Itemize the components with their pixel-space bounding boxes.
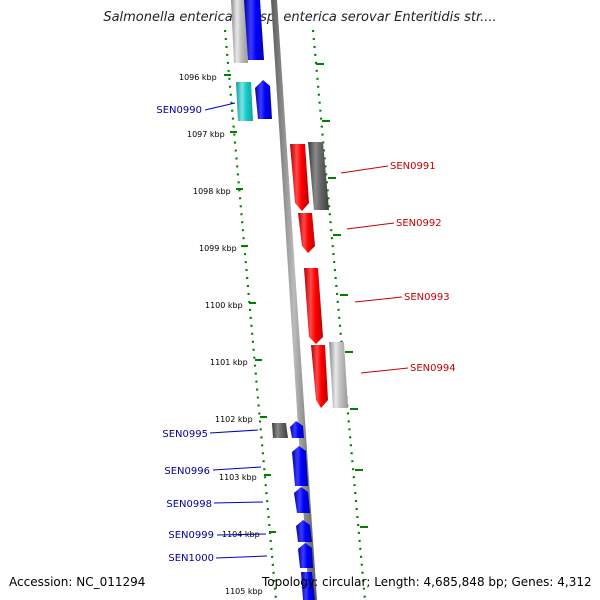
leader-SEN0990 bbox=[204, 102, 236, 111]
gene-SEN0999[interactable] bbox=[296, 520, 312, 542]
tick-marks bbox=[224, 63, 368, 533]
gene-label[interactable]: SEN0995 bbox=[162, 429, 208, 440]
leader-SEN0992 bbox=[346, 222, 395, 230]
gene-partial-light[interactable] bbox=[231, 0, 248, 63]
gene-SEN0995[interactable] bbox=[290, 421, 304, 438]
leader-SEN0998 bbox=[213, 501, 264, 504]
tick-label: 1105 kbp bbox=[225, 587, 263, 596]
gene-label[interactable]: SEN0992 bbox=[396, 218, 442, 229]
gene-SEN0996[interactable] bbox=[292, 446, 308, 486]
gene-SEN0991[interactable] bbox=[290, 144, 309, 211]
accession-text: Accession: NC_011294 bbox=[9, 575, 146, 589]
leader-SEN0994 bbox=[360, 367, 409, 374]
tick-label: 1102 kbp bbox=[215, 415, 253, 424]
leader-SEN0995 bbox=[209, 429, 259, 434]
leader-SEN0993 bbox=[354, 296, 403, 303]
map-title: Salmonella enterica subsp. enterica sero… bbox=[103, 10, 497, 25]
tick-label: 1098 kbp bbox=[193, 187, 231, 196]
tick-label: 1097 kbp bbox=[187, 130, 225, 139]
tick-label: 1099 kbp bbox=[199, 244, 237, 253]
gene-label[interactable]: SEN0996 bbox=[164, 466, 210, 477]
gene-SEN1000[interactable] bbox=[298, 543, 313, 568]
gene-label[interactable]: SEN0994 bbox=[410, 363, 456, 374]
gene-SEN0993[interactable] bbox=[304, 268, 323, 344]
gene-SEN0990[interactable] bbox=[255, 80, 272, 119]
gene-label[interactable]: SEN0991 bbox=[390, 161, 436, 172]
gene-SEN0992[interactable] bbox=[298, 213, 315, 253]
gene-label[interactable]: SEN0999 bbox=[168, 530, 214, 541]
gene-label[interactable]: SEN0998 bbox=[166, 499, 212, 510]
gene-grey-SEN0991[interactable] bbox=[308, 142, 329, 210]
gene-light-SEN0994[interactable] bbox=[329, 342, 348, 408]
tick-label: 1100 kbp bbox=[205, 301, 243, 310]
leader-SEN0999 bbox=[216, 533, 267, 536]
genome-backbone bbox=[271, 0, 317, 600]
gene-label[interactable]: SEN0990 bbox=[156, 105, 202, 116]
gene-SEN0994[interactable] bbox=[311, 345, 328, 408]
gene-label[interactable]: SEN0993 bbox=[404, 292, 450, 303]
gene-SEN0998[interactable] bbox=[294, 487, 310, 513]
leader-SEN1000 bbox=[215, 555, 268, 559]
tick-label: 1101 kbp bbox=[210, 358, 248, 367]
gene-grey-small[interactable] bbox=[272, 423, 288, 438]
gene-bottom-forward[interactable] bbox=[301, 572, 315, 600]
gene-cyan[interactable] bbox=[236, 82, 253, 121]
gene-label[interactable]: SEN1000 bbox=[168, 553, 214, 564]
gene-partial-forward[interactable] bbox=[244, 0, 264, 60]
leader-SEN0996 bbox=[212, 466, 262, 471]
genome-stats-text: Topology: circular; Length: 4,685,848 bp… bbox=[262, 575, 592, 589]
tick-label: 1096 kbp bbox=[179, 73, 217, 82]
tick-label: 1103 kbp bbox=[219, 473, 257, 482]
leader-SEN0991 bbox=[340, 165, 389, 174]
